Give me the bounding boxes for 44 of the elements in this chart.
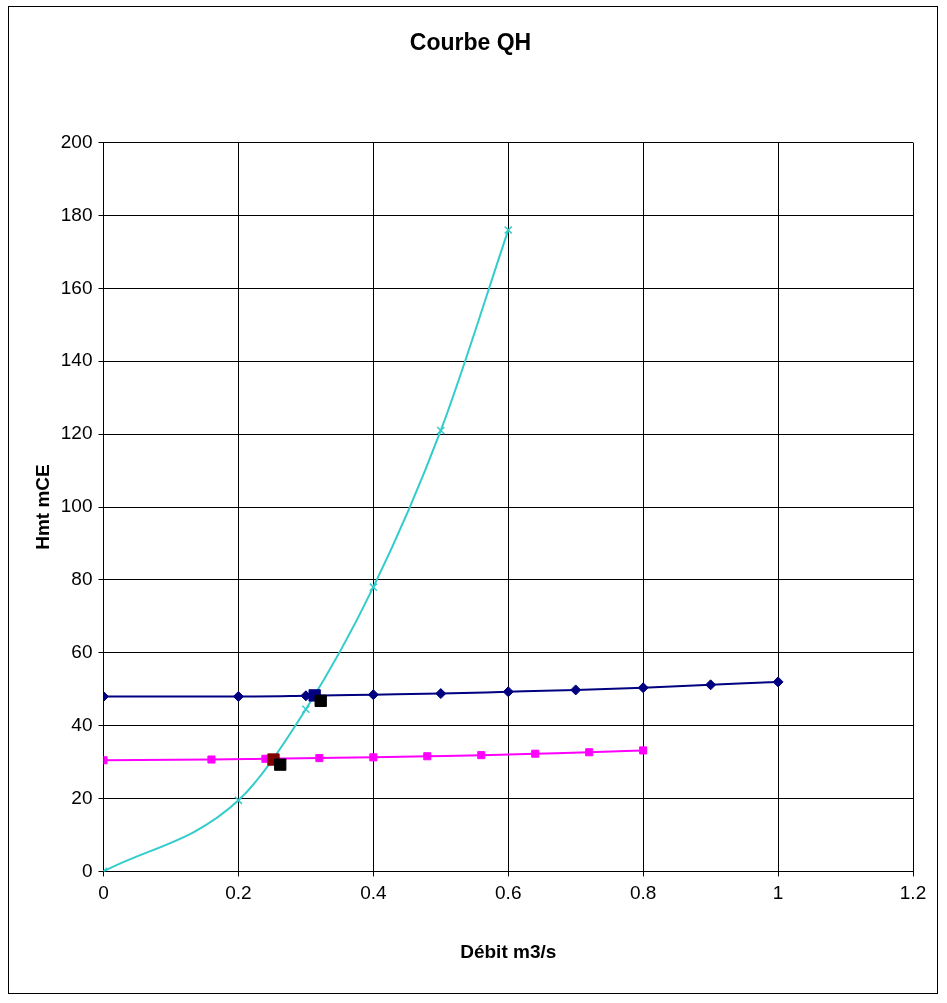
y-tick-label: 20	[71, 786, 93, 808]
point	[502, 686, 514, 698]
point	[435, 688, 447, 700]
point	[585, 748, 594, 757]
x-axis-title: Débit m3/s	[460, 940, 557, 962]
point	[639, 746, 648, 755]
point	[705, 679, 717, 691]
point	[207, 755, 216, 764]
point	[570, 684, 582, 696]
y-tick-label: 120	[60, 422, 93, 444]
x-tick-label: 0	[98, 882, 109, 904]
point	[477, 751, 486, 760]
point	[315, 754, 324, 763]
chart-title: Courbe QH	[409, 29, 532, 56]
point	[423, 752, 432, 761]
x-tick-label: 0.6	[495, 882, 522, 904]
point	[772, 676, 784, 688]
y-tick-label: 180	[60, 203, 93, 225]
y-tick-label: 140	[60, 349, 93, 371]
point	[232, 690, 244, 702]
x-tick-label: 1.2	[899, 882, 927, 904]
point	[301, 704, 311, 714]
y-tick-label: 100	[60, 495, 93, 517]
point	[369, 753, 378, 762]
x-tick-label: 0.8	[629, 882, 657, 904]
x-tick-label: 1	[772, 882, 784, 904]
x-tick-label: 0.2	[225, 882, 252, 904]
x-tick-label: 0.4	[360, 882, 387, 904]
point	[637, 682, 649, 694]
point	[436, 426, 446, 435]
y-tick-label: 40	[71, 713, 93, 735]
y-tick-label: 60	[71, 640, 93, 662]
y-tick-label: 0	[81, 859, 93, 881]
point	[234, 796, 243, 805]
y-tick-label: 200	[60, 130, 93, 152]
y-tick-label: 160	[60, 276, 93, 298]
point	[274, 758, 287, 771]
point	[367, 689, 379, 701]
point	[314, 694, 327, 708]
y-tick-label: 80	[71, 568, 93, 590]
point	[531, 749, 540, 758]
point	[369, 582, 378, 592]
y-axis-title: Hmt mCE	[31, 464, 53, 550]
point	[503, 225, 513, 235]
